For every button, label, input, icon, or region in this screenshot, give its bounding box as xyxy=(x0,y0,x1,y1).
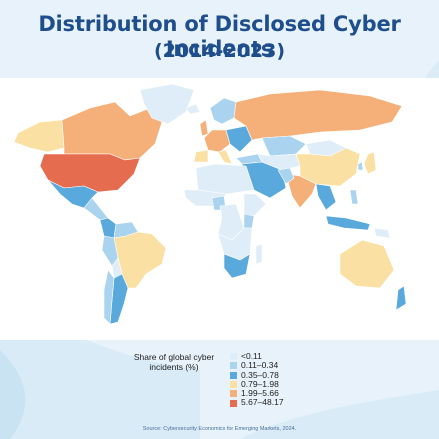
region-india xyxy=(285,173,317,209)
legend-label: 1.99–5.66 xyxy=(241,388,279,399)
region-papua-new-guinea xyxy=(373,227,391,239)
legend-item: 0.35–0.78 xyxy=(230,369,284,380)
legend-label: 0.79–1.98 xyxy=(241,378,279,389)
legend-item: 5.67–48.17 xyxy=(230,398,284,407)
legend-swatch xyxy=(230,381,237,389)
region-italy xyxy=(217,149,233,165)
legend-swatch xyxy=(230,362,237,370)
legend-swatch xyxy=(230,390,237,398)
region-chile xyxy=(103,269,115,325)
region-eastern-europe xyxy=(225,125,253,153)
legend-item: 1.99–5.66 xyxy=(230,388,284,399)
legend-swatch xyxy=(230,399,237,407)
region-scandinavia xyxy=(209,97,237,125)
world-map xyxy=(13,83,407,325)
map-subtitle: (2014-2023) xyxy=(153,40,285,62)
region-south-africa xyxy=(223,253,251,279)
region-china xyxy=(295,147,361,187)
region-east-africa xyxy=(243,193,267,219)
region-canada xyxy=(61,101,163,161)
region-united-states xyxy=(39,153,141,193)
region-colombia xyxy=(99,217,117,239)
region-kazakhstan xyxy=(261,135,307,157)
region-pakistan xyxy=(277,167,295,185)
region-philippines xyxy=(349,189,359,205)
map-title: Distribution of Disclosed Cyber Incident… xyxy=(38,12,401,61)
region-japan xyxy=(363,151,377,175)
source-note: Source: Cybersecurity Economics for Emer… xyxy=(142,426,297,432)
region-north-africa xyxy=(195,163,255,195)
region-australia xyxy=(339,239,395,289)
legend-label: 0.35–0.78 xyxy=(241,369,279,380)
map-panel xyxy=(0,78,439,340)
legend: Share of global cyber incidents (%) <0.1… xyxy=(122,351,322,422)
region-russia xyxy=(233,89,403,141)
region-iceland xyxy=(185,103,201,115)
legend-swatch xyxy=(230,353,237,361)
region-new-zealand xyxy=(395,285,407,311)
region-iberia xyxy=(193,149,209,163)
region-alaska xyxy=(13,119,65,153)
region-south-korea xyxy=(357,161,364,171)
legend-label: 5.67–48.17 xyxy=(241,397,284,408)
region-madagascar xyxy=(255,243,263,265)
region-southeast-asia xyxy=(315,183,337,211)
legend-label: <0.11 xyxy=(241,351,262,361)
legend-label: 0.11–0.34 xyxy=(241,360,279,371)
legend-item: <0.11 xyxy=(230,351,284,361)
region-kenya xyxy=(243,213,255,229)
region-indonesia xyxy=(325,215,371,231)
legend-item: 0.11–0.34 xyxy=(230,360,284,371)
legend-swatch xyxy=(230,371,237,379)
region-united-kingdom xyxy=(199,119,209,137)
legend-title: Share of global cyber incidents (%) xyxy=(133,352,215,372)
legend-items: <0.11 0.11–0.34 0.35–0.78 0.79–1.98 1.99… xyxy=(230,351,284,408)
region-greenland xyxy=(139,83,195,125)
legend-item: 0.79–1.98 xyxy=(230,378,284,389)
